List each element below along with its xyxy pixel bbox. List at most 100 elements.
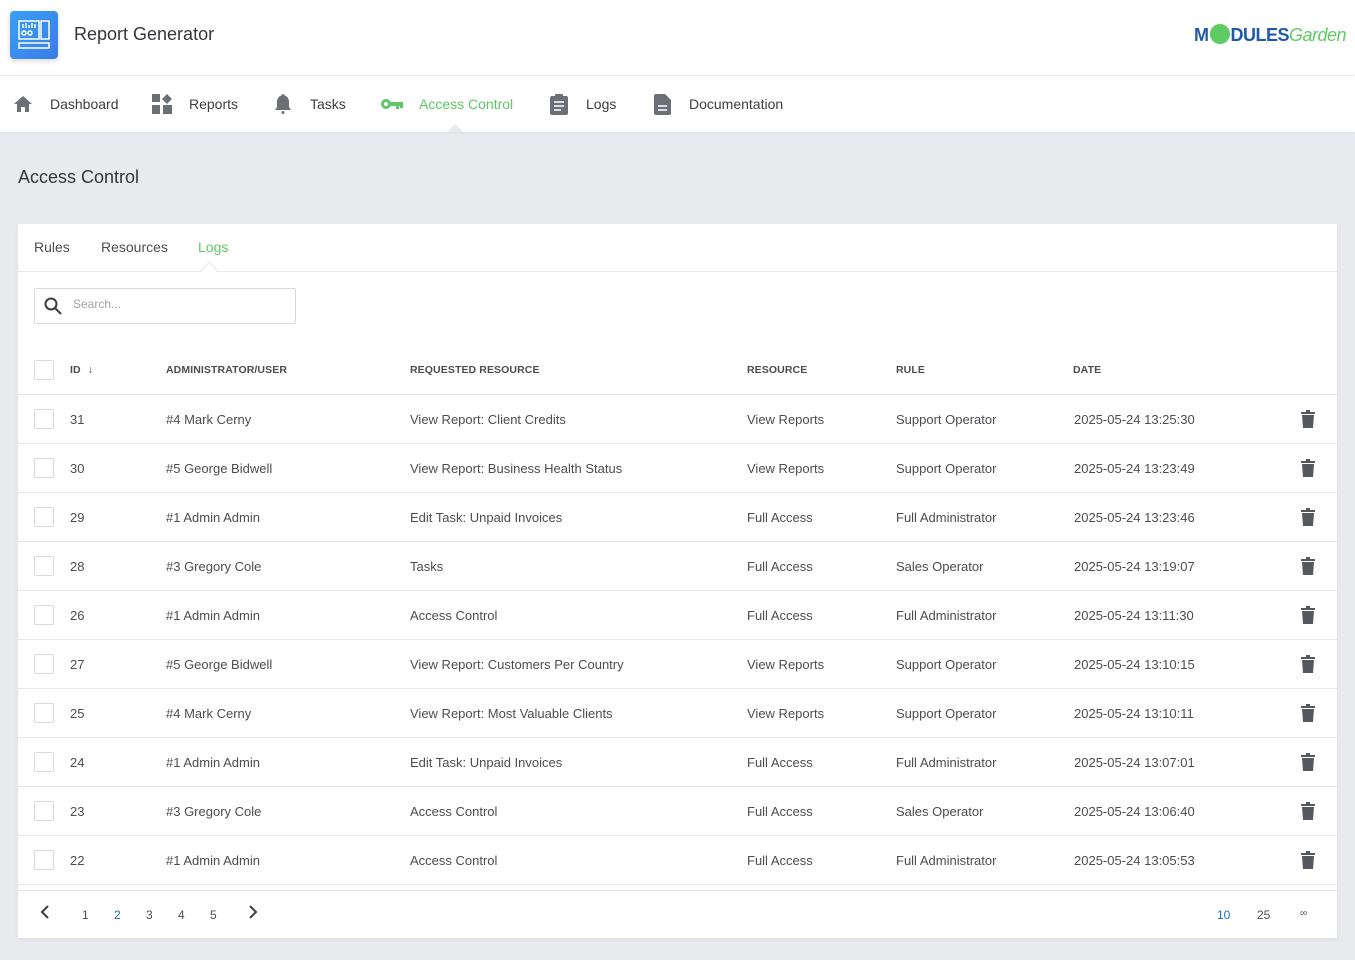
cell-resource: Full Access	[747, 559, 813, 574]
cell-id: 27	[70, 657, 85, 672]
table-header: ID ↓ ADMINISTRATOR/USER REQUESTED RESOUR…	[18, 345, 1337, 395]
row-checkbox[interactable]	[34, 654, 54, 674]
row-checkbox[interactable]	[34, 703, 54, 723]
active-nav-indicator	[447, 124, 463, 132]
row-checkbox[interactable]	[34, 801, 54, 821]
column-requested-resource[interactable]: REQUESTED RESOURCE	[410, 364, 540, 376]
column-id[interactable]: ID ↓	[70, 364, 93, 376]
row-checkbox[interactable]	[34, 556, 54, 576]
active-tab-indicator	[200, 261, 218, 279]
cell-date: 2025-05-24 13:05:53	[1074, 853, 1195, 868]
cell-date: 2025-05-24 13:10:11	[1074, 706, 1194, 721]
page-size-all[interactable]: ∞	[1300, 908, 1308, 919]
cell-rule: Sales Operator	[896, 804, 984, 819]
row-checkbox[interactable]	[34, 850, 54, 870]
cell-resource: Full Access	[747, 853, 813, 868]
nav-item-access-control[interactable]: Access Control	[381, 76, 513, 132]
nav-label: Reports	[189, 96, 239, 112]
cell-id: 28	[70, 559, 85, 574]
row-checkbox[interactable]	[34, 507, 54, 527]
delete-button[interactable]	[1301, 557, 1315, 580]
cell-rule: Full Administrator	[896, 510, 997, 525]
table-footer: 1 2 3 4 5 10 25 ∞	[18, 890, 1337, 938]
nav-item-documentation[interactable]: Documentation	[651, 76, 783, 132]
page-2[interactable]: 2	[114, 908, 121, 922]
delete-button[interactable]	[1301, 704, 1315, 727]
tab-resources[interactable]: Resources	[101, 239, 168, 255]
delete-button[interactable]	[1301, 410, 1315, 433]
cell-user: #1 Admin Admin	[166, 510, 260, 525]
cell-id: 24	[70, 755, 85, 770]
delete-button[interactable]	[1301, 459, 1315, 482]
tab-rules[interactable]: Rules	[34, 239, 70, 255]
column-rule[interactable]: RULE	[896, 364, 925, 376]
cell-resource: View Reports	[747, 461, 825, 476]
trash-icon	[1301, 459, 1315, 477]
page-5[interactable]: 5	[210, 908, 217, 922]
row-checkbox[interactable]	[34, 752, 54, 772]
cell-id: 23	[70, 804, 85, 819]
search-input[interactable]	[73, 297, 283, 311]
delete-button[interactable]	[1301, 802, 1315, 825]
delete-button[interactable]	[1301, 606, 1315, 629]
row-checkbox[interactable]	[34, 409, 54, 429]
cell-date: 2025-05-24 13:10:15	[1074, 657, 1195, 672]
delete-button[interactable]	[1301, 851, 1315, 874]
bell-icon	[272, 93, 294, 115]
cell-user: #3 Gregory Cole	[166, 804, 262, 819]
next-page-button[interactable]	[248, 905, 258, 922]
page-size-25[interactable]: 25	[1257, 908, 1271, 922]
column-administrator-user[interactable]: ADMINISTRATOR/USER	[166, 364, 287, 376]
delete-button[interactable]	[1301, 655, 1315, 678]
cell-rule: Full Administrator	[896, 755, 997, 770]
row-checkbox[interactable]	[34, 605, 54, 625]
page-4[interactable]: 4	[178, 908, 185, 922]
trash-icon	[1301, 410, 1315, 428]
delete-button[interactable]	[1301, 508, 1315, 531]
clipboard-icon	[548, 93, 570, 115]
chevron-right-icon	[249, 905, 258, 919]
sort-desc-icon: ↓	[87, 364, 94, 376]
search-icon	[44, 297, 62, 315]
tab-logs[interactable]: Logs	[198, 239, 229, 255]
trash-icon	[1301, 655, 1315, 673]
nav-item-logs[interactable]: Logs	[548, 76, 616, 132]
cell-date: 2025-05-24 13:23:49	[1074, 461, 1195, 476]
cell-id: 22	[70, 853, 85, 868]
cell-requested-resource: Tasks	[410, 559, 444, 574]
cell-rule: Full Administrator	[896, 608, 997, 623]
row-checkbox[interactable]	[34, 458, 54, 478]
table-row: 28 #3 Gregory Cole Tasks Full Access Sales O…	[18, 542, 1337, 591]
select-all-checkbox[interactable]	[34, 360, 54, 380]
cell-user: #4 Mark Cerny	[166, 706, 252, 721]
cell-resource: Full Access	[747, 804, 813, 819]
cell-date: 2025-05-24 13:25:30	[1074, 412, 1195, 427]
nav-item-tasks[interactable]: Tasks	[272, 76, 346, 132]
prev-page-button[interactable]	[40, 905, 50, 922]
chevron-left-icon	[40, 905, 49, 919]
cell-requested-resource: View Report: Business Health Status	[410, 461, 623, 476]
table-row: 27 #5 George Bidwell View Report: Customer…	[18, 640, 1337, 689]
page-3[interactable]: 3	[146, 908, 153, 922]
cell-id: 25	[70, 706, 85, 721]
cell-rule: Support Operator	[896, 657, 997, 672]
cell-user: #1 Admin Admin	[166, 755, 260, 770]
column-date[interactable]: DATE	[1073, 364, 1102, 376]
page-1[interactable]: 1	[82, 908, 89, 922]
trash-icon	[1301, 802, 1315, 820]
cell-date: 2025-05-24 13:06:40	[1074, 804, 1195, 819]
cell-requested-resource: Access Control	[410, 853, 498, 868]
table-row: 26 #1 Admin Admin Access Control Full Acces…	[18, 591, 1337, 640]
cell-requested-resource: View Report: Most Valuable Clients	[410, 706, 613, 721]
nav-label: Access Control	[419, 96, 514, 112]
cell-requested-resource: Access Control	[410, 608, 498, 623]
page-size-10[interactable]: 10	[1217, 908, 1231, 922]
nav-item-reports[interactable]: Reports	[151, 76, 238, 132]
table-row: 31 #4 Mark Cerny View Report: Client Credi…	[18, 395, 1337, 444]
column-resource[interactable]: RESOURCE	[747, 364, 808, 376]
table-row: 23 #3 Gregory Cole Access Control Full Acce…	[18, 787, 1337, 836]
nav-item-dashboard[interactable]: Dashboard	[12, 76, 119, 132]
delete-button[interactable]	[1301, 753, 1315, 776]
cell-id: 29	[70, 510, 85, 525]
app-header: Report Generator M DULESGarden	[0, 0, 1355, 76]
